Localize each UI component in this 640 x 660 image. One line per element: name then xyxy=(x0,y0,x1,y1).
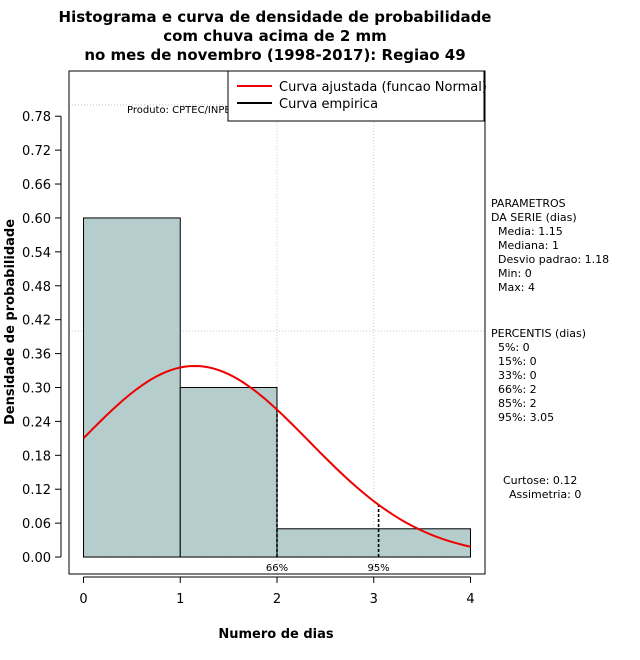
param-max: Max: 4 xyxy=(498,281,535,294)
credit-text: Produto: CPTEC/INPE xyxy=(127,105,231,116)
x-tick-label-4: 4 xyxy=(466,592,474,607)
y-tick-label-11: 0.66 xyxy=(22,178,51,193)
histogram-bar-2 xyxy=(276,528,471,558)
legend-label-empirical: Curva empirica xyxy=(279,97,378,112)
x-axis-title: Numero de dias xyxy=(218,627,334,642)
y-tick-label-1: 0.06 xyxy=(22,517,51,532)
axes: 0.00 0.06 0.12 0.18 0.24 0.30 0.36 0.42 0.48 0.54… xyxy=(22,110,475,607)
chart-title-line-2: com chuva acima de 2 mm xyxy=(163,27,387,45)
curtose: Curtose: 0.12 xyxy=(503,474,577,487)
param-media: Media: 1.15 xyxy=(498,225,563,238)
param-mediana: Mediana: 1 xyxy=(498,239,559,252)
y-tick-label-8: 0.48 xyxy=(22,280,51,295)
percentile-markers: 66% 95% xyxy=(266,409,390,574)
y-tick-label-7: 0.42 xyxy=(22,314,51,329)
y-tick-label-6: 0.36 xyxy=(22,348,51,363)
y-tick-label-5: 0.30 xyxy=(22,381,51,396)
shape-panel: Curtose: 0.12 Assimetria: 0 xyxy=(503,474,581,501)
percentile-marker-label-1: 95% xyxy=(367,563,389,574)
param-min: Min: 0 xyxy=(498,267,532,280)
percentil-85: 85%: 2 xyxy=(498,397,537,410)
y-tick-label-13: 0.78 xyxy=(22,110,51,125)
param-desvio: Desvio padrao: 1.18 xyxy=(498,253,609,266)
x-tick-label-1: 1 xyxy=(176,592,184,607)
x-tick-label-3: 3 xyxy=(370,592,378,607)
chart-title-line-1: Histograma e curva de densidade de proba… xyxy=(59,8,492,26)
y-tick-label-0: 0.00 xyxy=(22,551,51,566)
normal-fit-curve-group xyxy=(82,364,471,548)
y-tick-label-9: 0.54 xyxy=(22,246,51,261)
assimetria: Assimetria: 0 xyxy=(509,488,581,501)
x-tick-label-2: 2 xyxy=(273,592,281,607)
y-tick-label-10: 0.60 xyxy=(22,212,51,227)
percentil-15: 15%: 0 xyxy=(498,355,537,368)
percentil-5: 5%: 0 xyxy=(498,341,530,354)
legend: Curva ajustada (funcao Normal) Curva emp… xyxy=(227,70,487,122)
histogram-bar-1 xyxy=(179,386,278,558)
chart-title-line-3: no mes de novembro (1998-2017): Regiao 4… xyxy=(84,46,465,64)
legend-label-normal: Curva ajustada (funcao Normal) xyxy=(279,80,487,95)
y-tick-label-4: 0.24 xyxy=(22,415,51,430)
percentile-marker-label-0: 66% xyxy=(266,563,288,574)
percentiles-panel: PERCENTIS (dias) 5%: 0 15%: 0 33%: 0 66%… xyxy=(491,327,586,424)
percentil-33: 33%: 0 xyxy=(498,369,537,382)
percentil-66: 66%: 2 xyxy=(498,383,537,396)
param-heading-1: PARAMETROS xyxy=(491,197,566,210)
histogram-bar-0 xyxy=(83,217,181,558)
parameters-panel: PARAMETROS DA SERIE (dias) Media: 1.15 M… xyxy=(491,197,609,294)
histogram-bars xyxy=(83,217,471,558)
param-heading-2: DA SERIE (dias) xyxy=(491,211,577,224)
percentil-95: 95%: 3.05 xyxy=(498,411,554,424)
legend-box xyxy=(227,70,485,122)
normal-fit-curve xyxy=(82,364,471,548)
y-tick-label-2: 0.12 xyxy=(22,483,51,498)
y-tick-label-12: 0.72 xyxy=(22,144,51,159)
x-tick-label-0: 0 xyxy=(79,592,87,607)
percentis-heading: PERCENTIS (dias) xyxy=(491,327,586,340)
y-axis-title: Densidade de probabilidade xyxy=(3,219,18,425)
y-tick-label-3: 0.18 xyxy=(22,449,51,464)
